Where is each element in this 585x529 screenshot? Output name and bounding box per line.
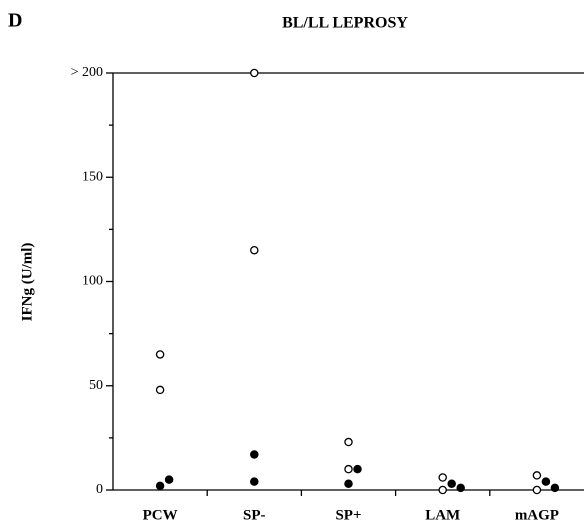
filled-point bbox=[344, 479, 353, 488]
open-point bbox=[250, 245, 259, 255]
x-tick-label: SP- bbox=[243, 507, 266, 523]
y-tick-label: > 200 bbox=[71, 65, 103, 80]
filled-point bbox=[155, 481, 165, 491]
open-point bbox=[250, 68, 259, 78]
filled-point bbox=[550, 483, 560, 493]
open-point bbox=[344, 464, 353, 474]
y-tick-label: 0 bbox=[96, 482, 103, 497]
open-point bbox=[438, 473, 447, 482]
y-tick-label: 50 bbox=[89, 378, 103, 393]
filled-point bbox=[353, 464, 362, 474]
open-point bbox=[438, 485, 447, 495]
open-point bbox=[532, 485, 542, 495]
open-point bbox=[532, 471, 542, 480]
filled-point bbox=[250, 450, 259, 459]
x-tick-label: LAM bbox=[425, 507, 460, 523]
open-point bbox=[155, 350, 165, 359]
y-tick-label: 150 bbox=[82, 169, 103, 184]
panel-label: D bbox=[8, 10, 22, 32]
open-point bbox=[155, 385, 165, 395]
open-point bbox=[344, 437, 353, 447]
chart-title: BL/LL LEPROSY bbox=[282, 15, 408, 32]
filled-point bbox=[250, 477, 259, 486]
x-tick-label: SP+ bbox=[335, 507, 361, 523]
filled-point bbox=[541, 477, 551, 486]
filled-point bbox=[456, 483, 465, 493]
x-tick-label: mAGP bbox=[515, 507, 559, 523]
y-axis-label: IFNg (U/ml) bbox=[19, 243, 35, 322]
filled-point bbox=[164, 475, 174, 484]
filled-point bbox=[447, 479, 456, 488]
y-tick-label: 100 bbox=[82, 274, 103, 289]
x-tick-label: PCW bbox=[143, 507, 178, 523]
